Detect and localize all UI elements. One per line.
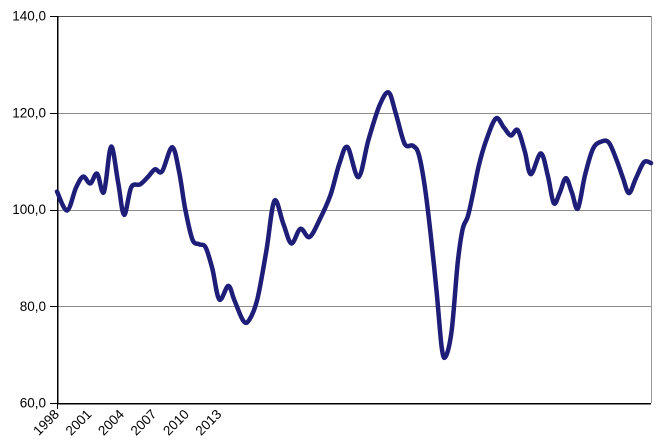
- y-axis-label: 60,0: [20, 396, 46, 411]
- x-axis-label: 1998: [30, 407, 62, 439]
- y-axis-label: 140,0: [12, 9, 46, 24]
- x-axis-label: 2010: [160, 407, 192, 439]
- y-axis-label: 100,0: [12, 202, 46, 217]
- data-line: [54, 90, 654, 361]
- x-axis-label: 2007: [128, 407, 160, 439]
- x-axis-label: 2001: [63, 407, 95, 439]
- y-axis-label: 80,0: [20, 299, 46, 314]
- y-axis-label: 120,0: [12, 105, 46, 120]
- x-axis-label: 2004: [95, 406, 127, 438]
- x-axis-label: 2013: [193, 407, 225, 439]
